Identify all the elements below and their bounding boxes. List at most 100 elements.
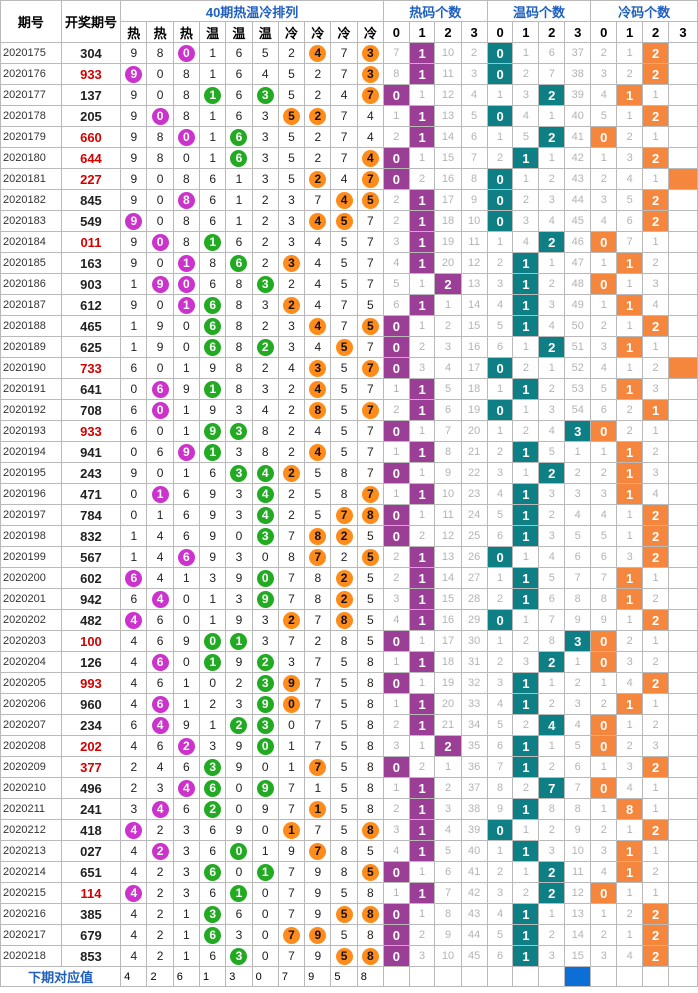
warm-count-cell: 52 (564, 357, 592, 379)
warm-count-cell: 50 (564, 315, 592, 337)
arrangement-cell: 5 (330, 903, 358, 925)
warm-ball: 1 (204, 653, 222, 671)
arrangement-cell: 4 (146, 714, 174, 736)
hot-count-cell: 1 (382, 441, 410, 463)
hot-ball: 4 (125, 884, 143, 902)
arrangement-cell: 7 (304, 693, 332, 715)
arrangement-cell: 6 (146, 609, 174, 631)
cold-count-cell: 5 (616, 189, 644, 211)
cold-count-cell: 1 (642, 798, 670, 820)
arrangement-cell: 9 (120, 168, 148, 190)
hot-count-cell: 18 (434, 651, 462, 673)
period-cell: 2020212 (0, 819, 62, 841)
cold-count-cell: 2 (590, 315, 618, 337)
warm-count-cell: 4 (486, 693, 514, 715)
warm-count-cell: 13 (564, 903, 592, 925)
arrangement-cell: 8 (225, 357, 253, 379)
arrangement-cell: 6 (225, 105, 253, 127)
arrangement-cell: 0 (172, 336, 201, 358)
arrangement-cell: 2 (304, 63, 332, 85)
cold-count-cell: 1 (590, 252, 618, 274)
warm-ball: 2 (204, 800, 222, 818)
warm-count-cell: 2 (538, 756, 566, 778)
arrangement-cell: 0 (146, 420, 174, 442)
cold-ball: 5 (361, 317, 379, 335)
warm-count-cell: 1 (512, 546, 540, 568)
warm-count-cell: 7 (486, 756, 514, 778)
warm-count-cell: 1 (538, 252, 566, 274)
hot-count-cell: 0 (382, 525, 410, 547)
cold-ball: 7 (361, 359, 379, 377)
warm-count-cell: 3 (564, 420, 592, 442)
hot-count-cell: 19 (460, 399, 488, 421)
hot-count-cell: 0 (382, 147, 410, 169)
cold-count-cell: 2 (642, 714, 670, 736)
hot-count-cell: 32 (460, 672, 488, 694)
hot-count-cell: 0 (382, 336, 410, 358)
arr-type-warm-1: 温 (199, 21, 227, 43)
warm-count-cell: 53 (564, 378, 592, 400)
footer-blank (382, 966, 410, 987)
warm-count-cell: 3 (512, 84, 540, 106)
cold-col-3: 3 (668, 21, 698, 43)
period-cell: 2020186 (0, 273, 62, 295)
period-cell: 2020181 (0, 168, 62, 190)
arrangement-cell: 3 (277, 231, 306, 253)
arrangement-cell: 1 (120, 315, 148, 337)
warm-count-cell: 6 (564, 546, 592, 568)
table-row: 2020178 205 9 0 8 1 6 3 5 2 7 4 1 1 13 5 0 4 1 40 5 1 2 (0, 105, 698, 127)
arrangement-cell: 0 (251, 567, 279, 589)
cold-count-cell: 1 (590, 672, 618, 694)
warm-count-cell: 1 (512, 567, 540, 589)
cold-ball: 8 (335, 611, 353, 629)
period-cell: 2020195 (0, 462, 62, 484)
table-row: 2020215 114 4 2 3 6 1 0 7 9 5 8 1 1 7 42 3 2 2 12 0 1 1 (0, 882, 698, 904)
cold-count-cell: 2 (642, 945, 670, 967)
warm-ball: 4 (256, 464, 274, 482)
arrangement-cell: 1 (146, 504, 174, 526)
hot-col-2: 2 (434, 21, 462, 43)
cold-ball: 5 (335, 338, 353, 356)
arrangement-cell: 4 (304, 336, 332, 358)
warm-ball: 3 (204, 758, 222, 776)
arrangement-cell: 9 (172, 378, 201, 400)
arrangement-cell: 2 (251, 189, 279, 211)
arrangement-cell: 0 (120, 504, 148, 526)
draw-number-cell: 202 (60, 735, 122, 757)
warm-count-cell: 2 (512, 420, 540, 442)
arrangement-cell: 6 (172, 504, 201, 526)
warm-count-cell: 3 (564, 693, 592, 715)
arrangement-cell: 0 (251, 924, 279, 946)
arrangement-cell: 5 (356, 588, 384, 610)
arrangement-cell: 0 (146, 462, 174, 484)
arrangement-cell: 8 (330, 630, 358, 652)
arrangement-cell: 4 (120, 819, 148, 841)
cold-count-cell: 1 (616, 504, 644, 526)
arrangement-cell: 0 (251, 756, 279, 778)
arrangement-cell: 8 (330, 609, 358, 631)
table-row: 2020180 644 9 8 0 1 6 3 5 2 7 4 0 1 15 7 2 1 1 42 1 3 2 (0, 147, 698, 169)
arrangement-cell: 8 (277, 546, 306, 568)
warm-count-cell: 1 (512, 945, 540, 967)
warm-count-cell: 0 (486, 399, 514, 421)
arrangement-cell: 5 (356, 189, 384, 211)
cold-count-header: 冷码个数 (590, 0, 698, 22)
cold-count-cell: 6 (616, 210, 644, 232)
cold-ball: 8 (361, 947, 379, 965)
draw-number-cell: 163 (60, 252, 122, 274)
warm-count-cell: 1 (512, 168, 540, 190)
arrangement-cell: 7 (356, 378, 384, 400)
draw-number-cell: 304 (60, 42, 122, 64)
arrangement-cell: 6 (225, 231, 253, 253)
cold-count-cell: 4 (642, 294, 670, 316)
warm-ball: 3 (256, 674, 274, 692)
hot-ball: 4 (151, 716, 169, 734)
arrangement-cell: 6 (172, 546, 201, 568)
arrangement-cell: 1 (304, 798, 332, 820)
arrangement-cell: 1 (172, 252, 201, 274)
warm-count-cell: 39 (564, 84, 592, 106)
warm-count-cell: 2 (538, 924, 566, 946)
cold-count-cell (668, 546, 698, 568)
table-row: 2020189 625 1 9 0 6 8 2 3 4 5 7 0 2 3 16 6 1 2 51 3 1 1 (0, 336, 698, 358)
hot-ball: 6 (125, 569, 143, 587)
